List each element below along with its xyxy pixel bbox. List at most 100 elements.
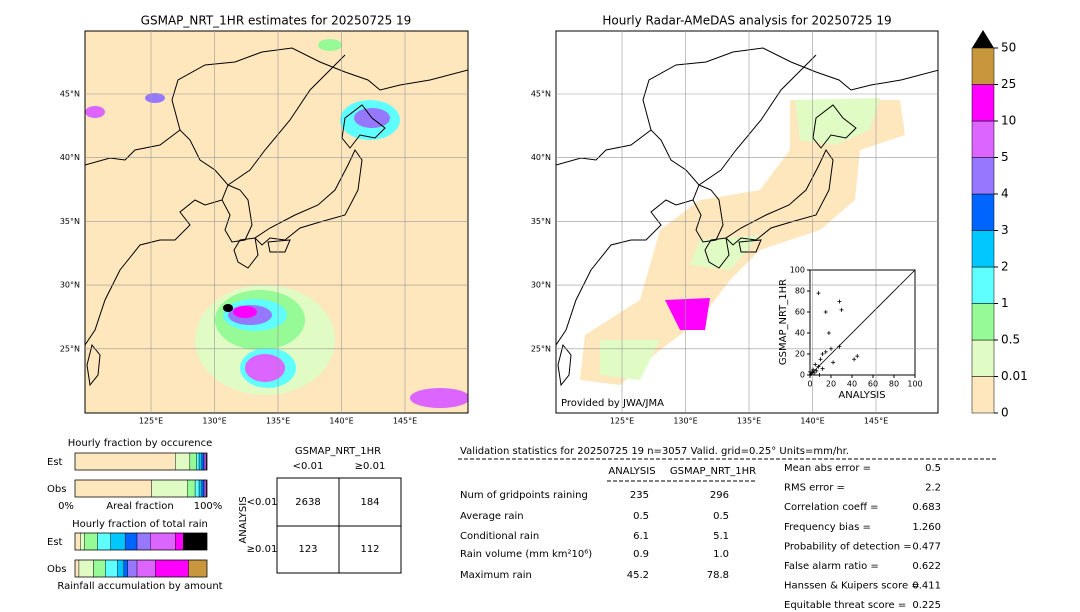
fraction-segment (183, 532, 208, 551)
colorbar-label: 3 (1001, 223, 1009, 237)
score-label: False alarm ratio = (784, 561, 879, 572)
point (820, 366, 825, 371)
y-tick-label: 0 (800, 371, 805, 380)
fraction-segment (150, 532, 176, 551)
point (813, 362, 818, 367)
column-header: ≥0.01 (355, 461, 386, 472)
colorbar-label: 0 (1001, 406, 1009, 420)
lat-label: 30°N (60, 281, 80, 290)
y-tick-label: 60 (795, 308, 805, 317)
fraction-segment (201, 452, 204, 471)
colorbar-swatch (971, 230, 995, 268)
score-value: 0.477 (912, 541, 941, 552)
axis-label: Areal fraction (106, 501, 173, 512)
stats-value: 296 (710, 490, 729, 501)
x-tick-label: 80 (889, 380, 899, 389)
colorbar-label: 25 (1001, 77, 1016, 91)
stats-value: 235 (630, 490, 649, 501)
row-label: Obs (47, 564, 66, 575)
stats-value: 0.5 (633, 511, 649, 522)
point (817, 373, 822, 377)
x-tick-label: 100 (907, 380, 922, 389)
stats-value: 5.1 (713, 531, 729, 542)
fraction-segment (74, 479, 152, 498)
bar-frame (74, 559, 208, 578)
score-label: RMS error = (784, 483, 845, 494)
bar-frame (74, 452, 208, 471)
map-title: GSMAP_NRT_1HR estimates for 20250725 19 (141, 14, 412, 28)
table-cell: 184 (360, 497, 379, 508)
point (820, 352, 825, 356)
colorbar-swatch (971, 339, 995, 377)
score-label: Frequency bias = (784, 522, 871, 533)
stats-label: Rain volume (mm km²10⁶) (460, 549, 592, 560)
fraction-segment (74, 532, 81, 551)
colorbar-swatch (971, 120, 995, 158)
fraction-segment (117, 559, 125, 578)
stats-value: 45.2 (627, 570, 649, 581)
left-map (85, 31, 468, 413)
column-header: GSMAP_NRT_1HR (670, 466, 756, 477)
lat-label: 45°N (60, 90, 80, 99)
axis-label: 100% (194, 501, 223, 512)
point (823, 349, 828, 354)
stats-value: 6.1 (633, 531, 649, 542)
fraction-segment (155, 559, 189, 578)
row-header: ≥0.01 (247, 544, 278, 555)
lat-label: 35°N (531, 217, 551, 226)
colorbar-swatch (971, 303, 995, 341)
fraction-segment (186, 479, 196, 498)
stats-value: 0.9 (633, 549, 649, 560)
fraction-segment (93, 559, 106, 578)
lat-label: 40°N (60, 153, 80, 162)
point (826, 331, 831, 335)
table-cell: 123 (298, 544, 317, 555)
lon-label: 125°E (139, 417, 163, 426)
fraction-segment (198, 479, 202, 498)
lon-label: 135°E (266, 417, 290, 426)
score-value: 0.225 (912, 600, 941, 611)
point (837, 344, 842, 349)
score-label: Mean abs error = (784, 463, 871, 474)
fraction-segment (74, 559, 80, 578)
fraction-segment (196, 452, 200, 471)
fraction-segment (201, 479, 204, 498)
lat-label: 30°N (531, 281, 551, 290)
fraction-segment (84, 532, 98, 551)
score-value: 0.683 (912, 502, 941, 513)
fraction-segment (124, 532, 138, 551)
colorbar-swatch (971, 266, 995, 304)
stats-value: 1.0 (713, 549, 729, 560)
map-title: Hourly Radar-AMeDAS analysis for 2025072… (602, 14, 891, 28)
x-tick-label: 40 (847, 380, 857, 389)
score-value: 1.260 (912, 522, 941, 533)
bar-frame (74, 479, 208, 498)
lon-label: 145°E (864, 417, 888, 426)
x-axis-label: ANALYSIS (838, 390, 885, 401)
fraction-segment (123, 559, 128, 578)
point (812, 370, 817, 375)
x-tick-label: 60 (868, 380, 878, 389)
colorbar-label: 0.5 (1001, 333, 1020, 347)
table-title: GSMAP_NRT_1HR (295, 446, 381, 457)
colorbar-swatch (971, 193, 995, 231)
score-value: 0.411 (912, 581, 941, 592)
colorbar-extend (972, 30, 994, 48)
lat-label: 35°N (60, 217, 80, 226)
chart-title: Hourly fraction of total rain (72, 519, 208, 530)
row-header: <0.01 (247, 497, 278, 508)
score-label: Probability of detection = (784, 541, 912, 552)
lon-label: 130°E (673, 417, 697, 426)
lon-label: 140°E (800, 417, 824, 426)
y-tick-label: 80 (795, 287, 805, 296)
y-tick-label: 20 (795, 350, 805, 359)
fraction-segment (78, 559, 94, 578)
table-cell: 2638 (295, 497, 320, 508)
fraction-segment (97, 532, 111, 551)
colorbar-label: 10 (1001, 114, 1016, 128)
fraction-segment (105, 559, 118, 578)
point (816, 291, 821, 296)
chart-title: Hourly fraction by occurence (68, 438, 212, 449)
point (818, 357, 823, 362)
